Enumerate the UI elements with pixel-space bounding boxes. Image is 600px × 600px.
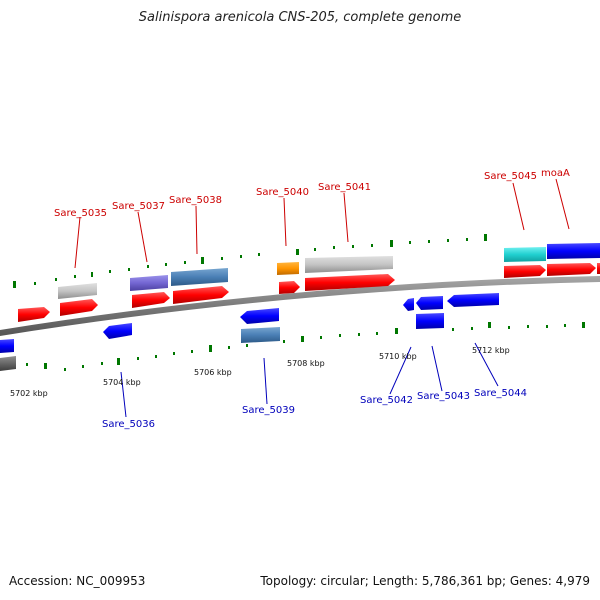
cds-feature[interactable] [416, 296, 443, 310]
cds-feature[interactable] [447, 293, 499, 307]
gene-label[interactable]: Sare_5036 [102, 419, 155, 430]
gene-label[interactable]: Sare_5041 [318, 182, 371, 193]
gene-label[interactable]: Sare_5037 [112, 201, 165, 212]
cds-feature[interactable] [279, 281, 300, 294]
cds-feature[interactable] [103, 323, 132, 339]
forward-tick-row [13, 234, 487, 288]
gene-label[interactable]: Sare_5044 [474, 388, 527, 399]
cds-feature[interactable] [132, 292, 170, 308]
cds-feature[interactable] [240, 308, 279, 324]
cds-feature[interactable] [597, 263, 600, 274]
gene-feature[interactable] [171, 268, 228, 286]
cds-feature[interactable] [547, 263, 596, 276]
scale-labels: 5702 kbp 5704 kbp 5706 kbp 5708 kbp 5710… [10, 346, 510, 398]
gene-label[interactable]: Sare_5043 [417, 391, 470, 402]
gene-feature[interactable] [130, 275, 168, 291]
gene-label[interactable]: Sare_5035 [54, 208, 107, 219]
reverse-tick-row [26, 322, 585, 371]
forward-features [18, 243, 600, 322]
scale-label: 5710 kbp [379, 352, 417, 361]
cds-feature[interactable] [173, 286, 229, 304]
cds-feature[interactable] [18, 307, 50, 322]
gene-feature[interactable] [305, 256, 393, 273]
cds-feature[interactable] [60, 299, 98, 316]
scale-label: 5704 kbp [103, 378, 141, 387]
reverse-features [0, 293, 499, 371]
forward-gene-labels: Sare_5035 Sare_5037 Sare_5038 Sare_5040 … [54, 168, 570, 219]
cds-feature[interactable] [305, 274, 395, 291]
scale-label: 5708 kbp [287, 359, 325, 368]
gene-label[interactable]: Sare_5045 [484, 171, 537, 182]
gene-label[interactable]: Sare_5038 [169, 195, 222, 206]
gene-feature[interactable] [0, 356, 16, 371]
cds-feature[interactable] [0, 339, 14, 353]
reverse-gene-labels: Sare_5036 Sare_5039 Sare_5042 Sare_5043 … [102, 388, 527, 430]
genome-backbone [0, 276, 600, 336]
gene-feature[interactable] [241, 327, 280, 343]
reverse-leader-lines [120, 342, 499, 418]
genome-stats-text: Topology: circular; Length: 5,786,361 bp… [260, 574, 590, 588]
cds-feature[interactable] [403, 298, 414, 311]
gene-label[interactable]: moaA [541, 168, 570, 179]
scale-label: 5702 kbp [10, 389, 48, 398]
gene-feature[interactable] [277, 262, 299, 275]
gene-feature[interactable] [504, 247, 546, 262]
gene-label[interactable]: Sare_5039 [242, 405, 295, 416]
cds-feature[interactable] [504, 265, 546, 278]
scale-label: 5712 kbp [472, 346, 510, 355]
scale-label: 5706 kbp [194, 368, 232, 377]
gene-label[interactable]: Sare_5042 [360, 395, 413, 406]
gene-label[interactable]: Sare_5040 [256, 187, 309, 198]
forward-leader-lines [74, 178, 570, 269]
map-title: Salinispora arenicola CNS-205, complete … [138, 10, 462, 25]
accession-text: Accession: NC_009953 [9, 574, 146, 588]
gene-feature[interactable] [416, 313, 444, 329]
gene-feature[interactable] [547, 243, 600, 259]
gene-feature[interactable] [58, 283, 97, 299]
